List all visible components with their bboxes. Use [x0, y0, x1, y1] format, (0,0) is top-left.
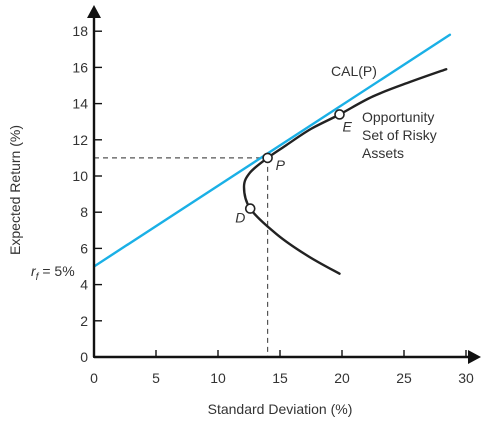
point-e-label: E: [343, 118, 353, 134]
point-p-marker: [262, 152, 273, 164]
y-tick-label: 6: [80, 240, 88, 256]
opportunity-set-label: Opportunity Set of Risky Assets: [362, 109, 437, 161]
y-tick-label: 0: [80, 349, 88, 365]
x-tick-label: 15: [272, 370, 288, 386]
x-tick-label: 20: [334, 370, 350, 386]
point-e-marker: [334, 109, 345, 120]
y-axis-arrow-icon: [87, 5, 101, 18]
y-axis-ticks: 0 2 4 6 8 10 12 14 16 18: [72, 23, 102, 365]
y-tick-label: 4: [80, 277, 88, 293]
opportunity-set-curve: [242, 68, 448, 275]
point-p-label: P: [276, 157, 286, 173]
y-tick-label: 14: [72, 96, 88, 112]
svg-text:Opportunity: Opportunity: [362, 109, 434, 125]
rf-label: rf = 5%: [31, 263, 75, 283]
svg-text:Set of Risky: Set of Risky: [362, 127, 437, 143]
x-tick-label: 0: [90, 370, 98, 386]
x-tick-label: 30: [458, 370, 474, 386]
rf-suffix: = 5%: [38, 263, 74, 279]
point-d-label: D: [235, 210, 245, 226]
svg-text:Assets: Assets: [362, 145, 404, 161]
x-axis-arrow-icon: [468, 350, 481, 364]
x-axis-ticks: 0 5 10 15 20 25 30: [90, 350, 474, 386]
y-tick-label: 16: [72, 59, 88, 75]
point-d-marker: [244, 203, 256, 214]
y-tick-label: 2: [80, 313, 88, 329]
cal-line: [94, 33, 452, 268]
rf-prefix: r: [31, 263, 37, 279]
y-tick-label: 18: [72, 23, 88, 39]
y-tick-label: 8: [80, 204, 88, 220]
rf-subscript: f: [36, 272, 40, 283]
y-axis-title: Expected Return (%): [7, 125, 23, 255]
y-tick-label: 10: [72, 168, 88, 184]
x-tick-label: 10: [210, 370, 226, 386]
x-tick-label: 25: [396, 370, 412, 386]
points-layer: P E D: [235, 109, 353, 226]
cal-label: CAL(P): [331, 63, 377, 79]
x-tick-label: 5: [152, 370, 160, 386]
x-axis-title: Standard Deviation (%): [208, 401, 353, 417]
y-tick-label: 12: [72, 132, 88, 148]
